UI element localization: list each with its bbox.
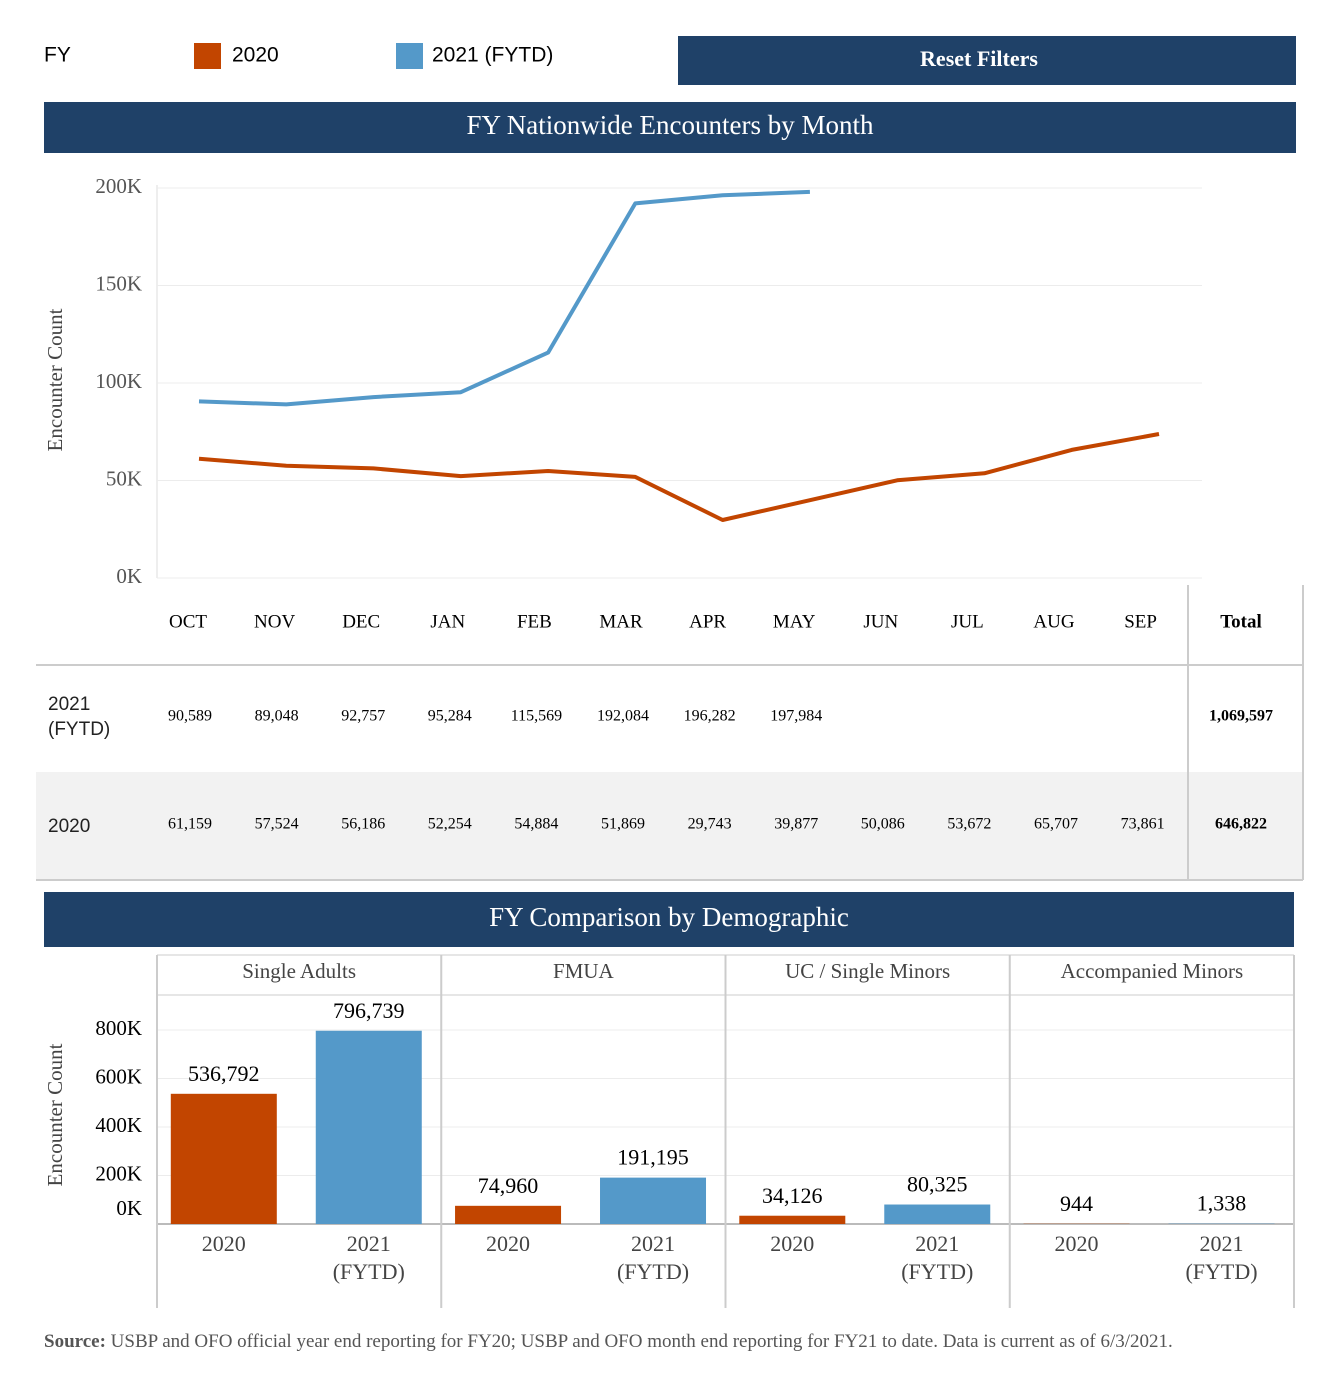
table-total: 1,069,597 [1209, 708, 1273, 725]
table-header: MAY [773, 611, 816, 632]
y-tick-label: 50K [106, 466, 142, 490]
table-cell: 57,524 [255, 816, 299, 833]
table-cell: 73,861 [1121, 816, 1165, 833]
x-tick-label: 2021 (FYTD) [1185, 1231, 1258, 1284]
table-header: FEB [517, 611, 552, 632]
filter-label: FY [44, 44, 71, 67]
x-tick-label: 2020 [1054, 1231, 1099, 1256]
bar [884, 1204, 991, 1224]
panel-label: UC / Single Minors [785, 959, 950, 983]
x-tick-label: 2020 [770, 1231, 815, 1256]
value-label: 536,792 [188, 1061, 260, 1086]
value-label: 944 [1060, 1191, 1093, 1216]
x-tick-label: 2020 [201, 1231, 246, 1256]
table-header: JUN [863, 611, 898, 632]
table-cell: 95,284 [428, 708, 472, 725]
y-tick-label: 150K [95, 271, 142, 295]
y-axis-title: Encounter Count [43, 308, 67, 451]
panel-label: Accompanied Minors [1061, 959, 1244, 983]
table-cell: 53,672 [947, 816, 991, 833]
x-tick-label: 2020 [486, 1231, 531, 1256]
table-cell: 52,254 [428, 816, 472, 833]
table-total: 646,822 [1215, 816, 1267, 833]
table-cell: 89,048 [255, 708, 299, 725]
x-tick-label: 2021 (FYTD) [901, 1231, 974, 1284]
legend-label: 2020 [232, 44, 279, 67]
y-tick-label: 800K [95, 1016, 142, 1040]
y-tick-label: 200K [95, 174, 142, 198]
table-cell: 29,743 [688, 816, 732, 833]
table-header: DEC [342, 611, 380, 632]
table-cell: 192,084 [597, 708, 649, 725]
table-header: AUG [1033, 611, 1074, 632]
line-series [198, 189, 810, 407]
bar [170, 1093, 277, 1224]
reset-button-label[interactable]: Reset Filters [920, 46, 1038, 71]
value-label: 80,325 [907, 1172, 968, 1197]
bar [315, 1030, 422, 1224]
y-tick-label: 400K [95, 1113, 142, 1137]
chart-title: FY Nationwide Encounters by Month [467, 110, 874, 140]
reset-button[interactable] [678, 36, 1296, 85]
source-note: Source: USBP and OFO official year end r… [44, 1328, 1294, 1355]
table-header: JAN [430, 611, 465, 632]
table-header: APR [689, 611, 726, 632]
legend-label: 2021 (FYTD) [432, 44, 553, 67]
table-cell: 92,757 [341, 708, 385, 725]
y-tick-label: 600K [95, 1064, 142, 1088]
line-series [198, 432, 1160, 522]
table-cell: 65,707 [1034, 816, 1078, 833]
bar [455, 1205, 562, 1224]
y-tick-label: 0K [116, 564, 142, 588]
x-tick-label: 2021 (FYTD) [616, 1231, 690, 1284]
table-row-bg [36, 772, 1303, 880]
table-cell: 90,589 [168, 708, 212, 725]
legend-swatch [396, 43, 423, 69]
chart-title: FY Comparison by Demographic [489, 902, 849, 932]
y-tick-label: 100K [95, 369, 142, 393]
bar [739, 1215, 846, 1224]
panel-label: FMUA [553, 959, 615, 983]
table-cell: 54,884 [514, 816, 558, 833]
value-label: 74,960 [478, 1173, 539, 1198]
x-tick-label: 2021 (FYTD) [332, 1231, 405, 1284]
table-row-label: 2021 (FYTD) [48, 694, 111, 740]
table-header: SEP [1124, 611, 1157, 632]
panel-label: Single Adults [242, 959, 356, 983]
table-header: OCT [169, 611, 207, 632]
y-tick-label: 200K [95, 1161, 142, 1185]
table-cell: 197,984 [770, 708, 822, 725]
value-label: 191,195 [617, 1145, 689, 1170]
title-bar [44, 892, 1294, 947]
table-header: NOV [254, 611, 295, 632]
table-cell: 196,282 [684, 708, 736, 725]
title-bar [44, 102, 1296, 153]
table-header: JUL [951, 611, 984, 632]
source-text: USBP and OFO official year end reporting… [110, 1331, 1173, 1352]
y-axis-title: Encounter Count [43, 1043, 67, 1186]
table-cell: 56,186 [341, 816, 385, 833]
bar [600, 1177, 707, 1224]
table-cell: 51,869 [601, 816, 645, 833]
table-cell: 115,569 [511, 708, 562, 725]
legend-swatch [194, 43, 221, 69]
table-header: MAR [599, 611, 643, 632]
source-label: Source: [44, 1331, 106, 1352]
value-label: 34,126 [762, 1183, 823, 1208]
value-label: 796,739 [333, 998, 405, 1023]
table-cell: 61,159 [168, 816, 212, 833]
table-header: Total [1220, 611, 1262, 632]
table-cell: 39,877 [774, 816, 818, 833]
y-tick-label: 0K [116, 1196, 142, 1220]
value-label: 1,338 [1197, 1191, 1247, 1216]
table-row-label: 2020 [48, 816, 91, 837]
table-cell: 50,086 [861, 816, 905, 833]
